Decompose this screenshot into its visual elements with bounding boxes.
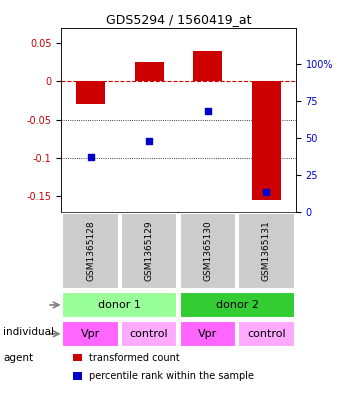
FancyBboxPatch shape [180,321,236,347]
Text: GSM1365130: GSM1365130 [203,220,212,281]
Point [147,138,152,144]
Bar [252,81,281,200]
Text: individual: individual [3,327,54,337]
Bar [76,81,105,104]
FancyBboxPatch shape [121,213,177,289]
Text: transformed count: transformed count [89,353,180,362]
FancyBboxPatch shape [62,292,177,318]
Point [264,189,269,196]
Text: GSM1365128: GSM1365128 [86,221,95,281]
Point [88,154,93,160]
FancyBboxPatch shape [62,321,119,347]
Text: donor 2: donor 2 [216,300,259,310]
FancyBboxPatch shape [238,213,295,289]
FancyBboxPatch shape [180,292,295,318]
Text: Vpr: Vpr [198,329,218,339]
Bar [135,62,164,81]
Text: GSM1365131: GSM1365131 [262,220,271,281]
Text: control: control [247,329,286,339]
Bar [73,354,82,361]
Text: control: control [130,329,169,339]
FancyBboxPatch shape [62,213,119,289]
Text: agent: agent [3,353,34,363]
FancyBboxPatch shape [180,213,236,289]
Bar [73,372,82,380]
Bar [193,51,222,81]
Point [205,108,210,115]
FancyBboxPatch shape [238,321,295,347]
Text: GSM1365129: GSM1365129 [145,221,154,281]
Text: donor 1: donor 1 [98,300,141,310]
Text: percentile rank within the sample: percentile rank within the sample [89,371,254,381]
Text: Vpr: Vpr [81,329,100,339]
Title: GDS5294 / 1560419_at: GDS5294 / 1560419_at [106,13,251,26]
FancyBboxPatch shape [121,321,177,347]
